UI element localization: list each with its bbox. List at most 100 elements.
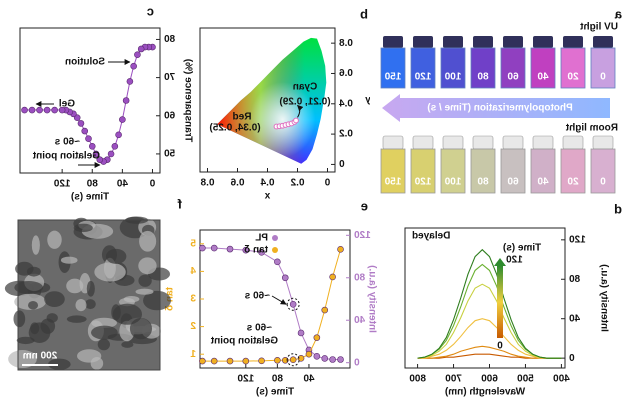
panel-label: d — [614, 201, 622, 216]
y-axis-label: y — [365, 95, 371, 106]
y-tick-label: 40 — [569, 313, 581, 324]
vial — [410, 47, 436, 89]
sem-texture — [28, 322, 51, 343]
sem-texture — [86, 280, 95, 297]
y-tick-label: 2 — [190, 321, 196, 332]
sem-texture — [84, 299, 96, 310]
legend-marker — [272, 247, 278, 253]
vial-cap — [563, 36, 583, 48]
x-tick-label: 700 — [445, 374, 462, 385]
data-point — [313, 334, 321, 341]
vial-label: 80 — [477, 177, 489, 188]
y-tick-label: 70 — [164, 72, 176, 83]
x-tick-label: 500 — [517, 374, 534, 385]
vial-label: 20 — [567, 72, 579, 83]
annotation: ~60 s — [244, 291, 270, 302]
data-point — [134, 51, 141, 59]
x-tick-label: 0.8 — [200, 178, 214, 189]
vial — [530, 148, 556, 194]
y-tick-label: 0 — [354, 357, 360, 368]
annotation: Gelation point — [210, 336, 278, 347]
vial-cap — [413, 36, 433, 48]
vial-cap — [443, 36, 463, 48]
x-tick-label: 0.6 — [230, 178, 244, 189]
sem-texture — [60, 256, 78, 264]
data-point — [274, 356, 281, 364]
y-tick-label: 0.6 — [339, 68, 353, 79]
y-axis-label: Transparence (%) — [182, 59, 193, 142]
vial-label: 80 — [477, 72, 489, 83]
vial-label: 120 — [414, 177, 431, 188]
vial — [440, 47, 466, 89]
x-axis-label: Wavelength (nm) — [445, 387, 525, 398]
sem-texture — [105, 248, 127, 264]
colorbar-label: 0 — [497, 341, 503, 352]
sem-texture — [91, 325, 118, 340]
y-tick-label: 0.4 — [339, 98, 353, 109]
y-tick-label: 80 — [569, 274, 581, 285]
y-tick-label: 0.2 — [339, 129, 353, 140]
sem-texture — [123, 295, 140, 303]
data-point — [92, 150, 100, 158]
panel-label: e — [361, 198, 368, 213]
vial — [500, 148, 526, 194]
x-tick-label: 400 — [553, 374, 570, 385]
sem-texture — [111, 304, 121, 321]
vial — [470, 47, 496, 89]
x-tick-label: 40 — [116, 179, 128, 190]
annotation: Gelation point — [32, 151, 100, 162]
data-point — [313, 353, 321, 360]
vial — [560, 47, 586, 89]
data-point — [305, 350, 313, 358]
annotation: Solution — [65, 57, 105, 68]
y-tick-label: 120 — [354, 230, 371, 241]
sem-texture — [47, 230, 62, 249]
y-tick-label: 1 — [190, 349, 196, 360]
data-point — [242, 246, 250, 254]
data-point — [137, 45, 145, 53]
colorbar-title: Time (s) — [503, 243, 541, 254]
vial-cap — [502, 135, 524, 150]
x-tick-label: 40 — [303, 374, 315, 385]
vial-cap — [442, 135, 464, 150]
data-point — [329, 273, 336, 281]
data-point — [199, 357, 206, 365]
data-point — [281, 274, 289, 282]
y-tick-label: 3 — [190, 294, 196, 305]
vial-label: 0 — [600, 72, 606, 83]
highlight-circle — [286, 353, 300, 367]
vial-cap — [562, 135, 584, 150]
data-point — [77, 120, 85, 127]
vial — [470, 148, 496, 194]
data-point — [242, 357, 250, 365]
data-point — [21, 106, 28, 114]
data-point — [337, 356, 344, 363]
data-point — [199, 244, 206, 252]
panel-label: c — [147, 3, 154, 18]
annotation-arrow — [271, 295, 287, 305]
x-tick-label: 0.4 — [260, 178, 274, 189]
spectrum-line — [417, 345, 562, 359]
x-axis-label: Time (s) — [256, 387, 294, 398]
plot-frame — [404, 227, 566, 369]
vial — [560, 148, 586, 194]
y-axis-label: Intensity (a.u.) — [598, 264, 609, 332]
highlight-circle — [286, 297, 300, 311]
sem-texture — [14, 293, 46, 310]
vial-cap — [473, 36, 493, 48]
data-point — [85, 135, 92, 142]
chromaticity-region — [217, 37, 327, 164]
chart-title: Delayed — [412, 231, 450, 242]
x-tick-label: 0.2 — [290, 178, 304, 189]
vial-cap — [412, 135, 434, 150]
spectrum-line — [417, 263, 562, 359]
data-point — [43, 106, 51, 114]
scale-bar-label: 200 nm — [23, 351, 58, 362]
panel-label: b — [360, 6, 368, 21]
vial-label: 100 — [444, 177, 461, 188]
data-point — [337, 246, 344, 253]
colorbar-arrow — [494, 258, 506, 266]
vial-label: 40 — [537, 177, 549, 188]
